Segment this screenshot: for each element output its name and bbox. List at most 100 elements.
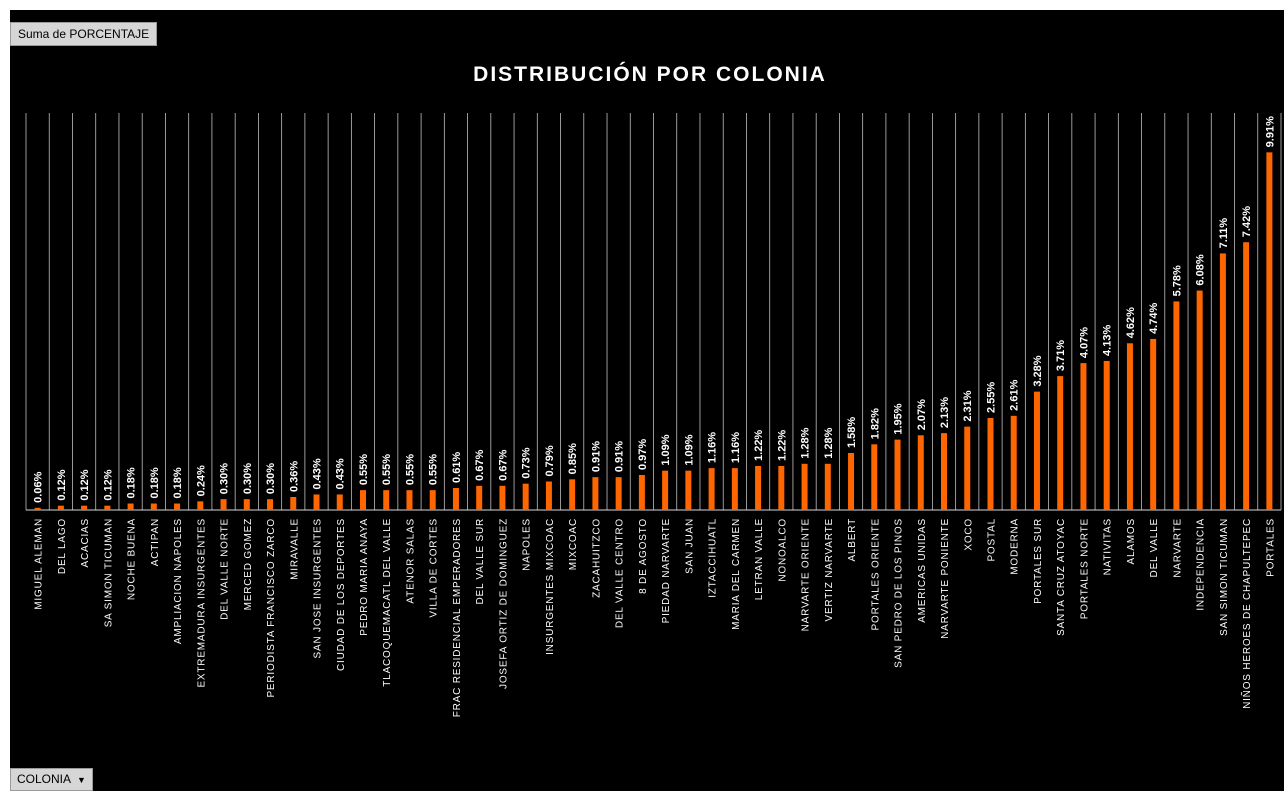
- bar[interactable]: [615, 477, 622, 510]
- bar[interactable]: [336, 494, 343, 510]
- bar[interactable]: [545, 481, 552, 510]
- bar[interactable]: [824, 463, 831, 510]
- bar[interactable]: [499, 485, 506, 510]
- category-label: NARVARTE ORIENTE: [801, 518, 812, 631]
- bar[interactable]: [243, 499, 250, 510]
- category-label: DEL VALLE: [1149, 518, 1160, 577]
- bar[interactable]: [1080, 363, 1087, 510]
- value-field-label: Suma de PORCENTAJE: [18, 27, 150, 41]
- bar[interactable]: [150, 503, 157, 510]
- axis-field-button[interactable]: COLONIA ▼: [10, 768, 93, 791]
- data-label: 7.11%: [1218, 218, 1230, 249]
- chart-title: DISTRIBUCIÓN POR COLONIA: [473, 62, 827, 86]
- category-label: SA SIMON TICUMAN: [103, 518, 114, 627]
- category-label: NIÑOS HEROES DE CHAPULTEPEC: [1240, 518, 1253, 709]
- bar[interactable]: [429, 490, 436, 510]
- bar[interactable]: [685, 470, 692, 510]
- bar[interactable]: [81, 505, 88, 510]
- data-label: 0.55%: [404, 454, 416, 485]
- bar[interactable]: [197, 501, 204, 510]
- data-label: 2.55%: [985, 382, 997, 413]
- data-label: 4.62%: [1125, 307, 1137, 338]
- bar[interactable]: [267, 499, 274, 510]
- bar[interactable]: [476, 485, 483, 510]
- bar[interactable]: [731, 468, 738, 510]
- category-label: NATIVITAS: [1103, 518, 1114, 575]
- bar[interactable]: [941, 433, 948, 510]
- bar[interactable]: [1219, 253, 1226, 511]
- bar[interactable]: [104, 505, 111, 510]
- bar[interactable]: [383, 490, 390, 510]
- category-label: ALAMOS: [1126, 518, 1137, 564]
- bar[interactable]: [1103, 360, 1110, 510]
- data-label: 1.28%: [823, 427, 835, 458]
- bar[interactable]: [569, 479, 576, 510]
- bar[interactable]: [290, 497, 297, 510]
- bar[interactable]: [220, 499, 227, 510]
- data-label: 0.73%: [521, 447, 533, 478]
- data-label: 0.55%: [358, 454, 370, 485]
- bars: [34, 152, 1273, 511]
- data-label: 0.43%: [335, 458, 347, 489]
- data-label: 0.30%: [219, 463, 231, 494]
- bar[interactable]: [1150, 338, 1157, 510]
- bar[interactable]: [708, 468, 715, 510]
- category-label: SAN JUAN: [684, 518, 695, 574]
- category-label: SAN JOSE INSURGENTES: [313, 518, 324, 658]
- bar[interactable]: [127, 503, 134, 510]
- bar[interactable]: [174, 503, 181, 510]
- data-label: 1.16%: [730, 432, 742, 463]
- bar[interactable]: [359, 490, 366, 510]
- value-field-button[interactable]: Suma de PORCENTAJE: [10, 22, 158, 46]
- data-label: 2.61%: [1009, 379, 1021, 410]
- chevron-down-icon: ▼: [77, 775, 86, 785]
- bar[interactable]: [778, 465, 785, 510]
- bar[interactable]: [406, 490, 413, 510]
- category-label: NARVARTE PONIENTE: [940, 518, 951, 639]
- bar[interactable]: [1057, 376, 1064, 510]
- bar[interactable]: [894, 439, 901, 510]
- bar[interactable]: [871, 444, 878, 510]
- category-label: ACACIAS: [80, 518, 91, 568]
- bar[interactable]: [755, 465, 762, 510]
- bar[interactable]: [1173, 301, 1180, 510]
- bar[interactable]: [662, 470, 669, 510]
- data-label: 0.12%: [56, 469, 68, 500]
- bar[interactable]: [452, 487, 459, 510]
- bar[interactable]: [34, 507, 41, 510]
- bar[interactable]: [1126, 343, 1133, 510]
- data-label: 0.97%: [637, 439, 649, 470]
- bar[interactable]: [848, 452, 855, 510]
- data-label: 7.42%: [1241, 206, 1253, 237]
- bar[interactable]: [313, 494, 320, 510]
- bar[interactable]: [1010, 415, 1017, 510]
- bar[interactable]: [522, 483, 529, 510]
- category-label: SANTA CRUZ ATOYAC: [1056, 518, 1067, 636]
- data-label: 0.30%: [265, 463, 277, 494]
- bar[interactable]: [987, 417, 994, 510]
- bar[interactable]: [1196, 290, 1203, 510]
- data-label: 0.18%: [126, 467, 138, 498]
- data-label: 1.82%: [869, 408, 881, 439]
- bar[interactable]: [917, 435, 924, 510]
- bar[interactable]: [1033, 391, 1040, 510]
- bar[interactable]: [1266, 152, 1273, 510]
- bar[interactable]: [592, 477, 599, 510]
- data-label: 0.24%: [195, 465, 207, 496]
- data-label: 0.91%: [614, 441, 626, 472]
- data-label: 0.18%: [149, 467, 161, 498]
- bar[interactable]: [964, 426, 971, 510]
- data-label: 2.07%: [916, 399, 928, 430]
- bar[interactable]: [57, 505, 64, 510]
- bar[interactable]: [801, 463, 808, 510]
- bar[interactable]: [638, 474, 645, 510]
- data-label: 5.78%: [1171, 265, 1183, 296]
- category-label: MODERNA: [1010, 518, 1021, 575]
- category-label: PEDRO MARIA ANAYA: [359, 518, 370, 636]
- data-label: 3.71%: [1055, 340, 1067, 371]
- category-label: PORTALES ORIENTE: [870, 518, 881, 630]
- bar[interactable]: [1243, 242, 1250, 511]
- category-label: NAPOLES: [522, 518, 533, 571]
- data-label: 0.91%: [590, 441, 602, 472]
